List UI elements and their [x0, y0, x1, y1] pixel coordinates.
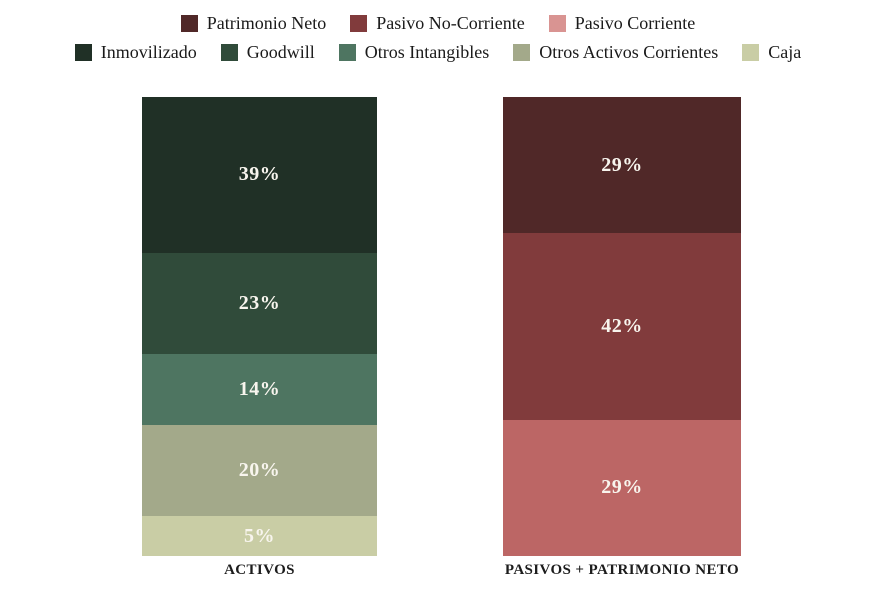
legend-swatch-icon [513, 43, 531, 61]
segment-value-label: 5% [244, 524, 275, 547]
legend-row-liabilities: Patrimonio Neto Pasivo No-Corriente Pasi… [0, 14, 876, 32]
legend-label: Pasivo No-Corriente [376, 13, 525, 33]
legend-item-goodwill: Goodwill [220, 42, 315, 62]
legend-item-pasivo-corriente: Pasivo Corriente [548, 13, 696, 33]
segment-otros-activos-corrientes: 20% [142, 424, 377, 516]
legend-swatch-icon [338, 43, 356, 61]
segment-value-label: 29% [601, 153, 643, 176]
legend-label: Pasivo Corriente [574, 13, 696, 33]
legend-item-pasivo-no-corriente: Pasivo No-Corriente [350, 13, 525, 33]
segment-otros-intangibles: 14% [142, 354, 377, 425]
stacked-bar-activos: 39% 23% 14% 20% 5% [142, 97, 377, 557]
segment-inmovilizado: 39% [142, 97, 377, 253]
legend-item-otros-activos-corrientes: Otros Activos Corrientes [513, 43, 718, 61]
axis-label-pasivos-patrimonio: PASIVOS + PATRIMONIO NETO [504, 562, 740, 578]
legend-item-patrimonio-neto: Patrimonio Neto [180, 13, 327, 33]
legend-swatch-icon [742, 43, 760, 61]
segment-goodwill: 23% [142, 252, 377, 355]
segment-value-label: 39% [238, 163, 281, 186]
legend-swatch-icon [350, 14, 368, 32]
legend-label: Inmovilizado [100, 42, 197, 62]
legend-label: Caja [768, 42, 802, 62]
legend-label: Otros Intangibles [364, 42, 490, 62]
legend-label: Goodwill [246, 42, 315, 62]
segment-caja: 5% [142, 515, 377, 557]
segment-value-label: 42% [601, 314, 643, 337]
segment-patrimonio-neto: 29% [503, 97, 741, 234]
segment-value-label: 29% [601, 476, 643, 499]
segment-pasivo-corriente: 29% [503, 419, 741, 556]
legend-item-inmovilizado: Inmovilizado [74, 42, 197, 62]
segment-value-label: 14% [238, 378, 281, 401]
stacked-bar-pasivos-patrimonio: 29% 42% 29% [503, 97, 741, 556]
legend-item-otros-intangibles: Otros Intangibles [338, 42, 490, 62]
segment-value-label: 23% [238, 292, 281, 314]
legend-row-assets: Inmovilizado Goodwill Otros Intangibles … [0, 43, 876, 61]
segment-pasivo-no-corriente: 42% [503, 233, 741, 420]
legend-swatch-icon [74, 43, 92, 61]
segment-value-label: 20% [238, 458, 281, 481]
legend-item-caja: Caja [742, 43, 801, 61]
legend-label: Otros Activos Corrientes [539, 42, 719, 62]
legend-swatch-icon [548, 14, 566, 32]
axis-label-activos: ACTIVOS [224, 562, 295, 578]
legend-label: Patrimonio Neto [206, 13, 327, 33]
legend-swatch-icon [180, 14, 198, 32]
legend-swatch-icon [220, 43, 238, 61]
